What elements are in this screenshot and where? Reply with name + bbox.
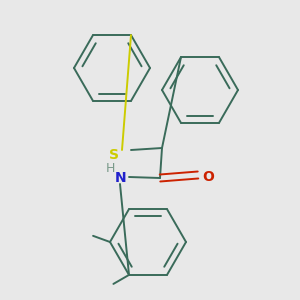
Text: S: S bbox=[109, 148, 119, 162]
Text: O: O bbox=[202, 170, 214, 184]
Text: N: N bbox=[115, 171, 127, 185]
Text: H: H bbox=[105, 163, 115, 176]
